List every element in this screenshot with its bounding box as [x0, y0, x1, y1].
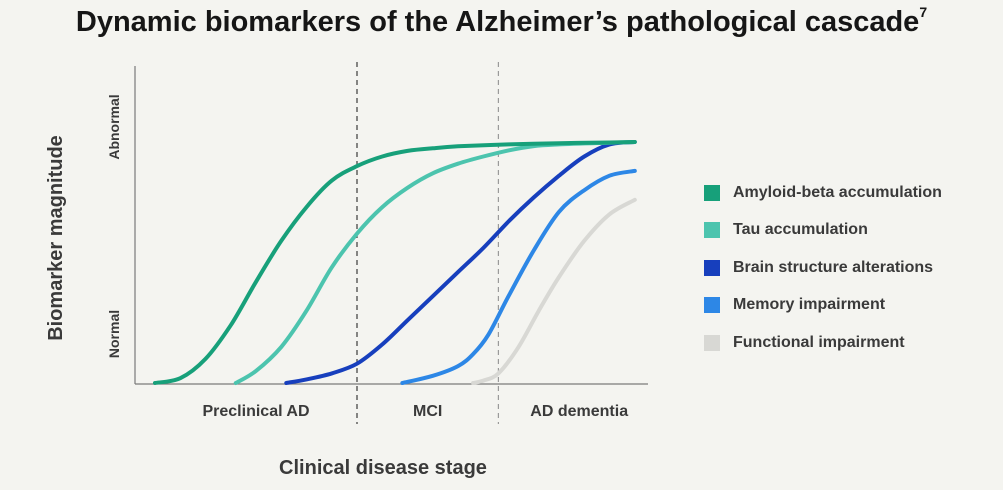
series-line [284, 140, 637, 385]
series-line [471, 197, 637, 385]
legend-item: Brain structure alterations [704, 249, 942, 287]
legend-label: Amyloid-beta accumulation [733, 183, 942, 201]
title-footnote-ref: 7 [919, 4, 928, 20]
legend-label: Tau accumulation [733, 221, 868, 239]
legend-swatch [704, 184, 720, 201]
x-axis-title: Clinical disease stage [279, 457, 487, 479]
legend-item: Tau accumulation [704, 212, 942, 250]
y-tick-abnormal: Abnormal [106, 94, 122, 159]
legend-item: Amyloid-beta accumulation [704, 174, 942, 212]
legend-swatch [704, 297, 720, 314]
stage-label: Preclinical AD [202, 403, 309, 420]
chart-title-text: Dynamic biomarkers of the Alzheimer’s pa… [75, 6, 920, 38]
legend-label: Functional impairment [733, 333, 905, 351]
stage-label: MCI [413, 403, 442, 420]
series-line [153, 140, 637, 385]
stage-dividers [356, 62, 499, 424]
y-axis-title: Biomarker magnitude [45, 135, 67, 341]
y-tick-normal: Normal [106, 310, 122, 358]
legend-swatch [704, 334, 720, 351]
legend-swatch [704, 259, 720, 276]
stage-label: AD dementia [530, 403, 628, 420]
legend: Amyloid-beta accumulation Tau accumulatio… [704, 174, 942, 362]
legend-label: Brain structure alterations [733, 258, 934, 276]
legend-item: Functional impairment [704, 324, 942, 362]
series-line [233, 140, 637, 385]
legend-swatch [704, 222, 720, 239]
chart-axes [134, 66, 648, 385]
series-lines [153, 140, 637, 385]
series-line [400, 168, 637, 385]
legend-item: Memory impairment [704, 287, 942, 325]
stage-labels: Preclinical AD MCI AD dementia [202, 403, 628, 420]
chart-title: Dynamic biomarkers of the Alzheimer’s pa… [0, 4, 1003, 39]
legend-label: Memory impairment [733, 296, 886, 314]
